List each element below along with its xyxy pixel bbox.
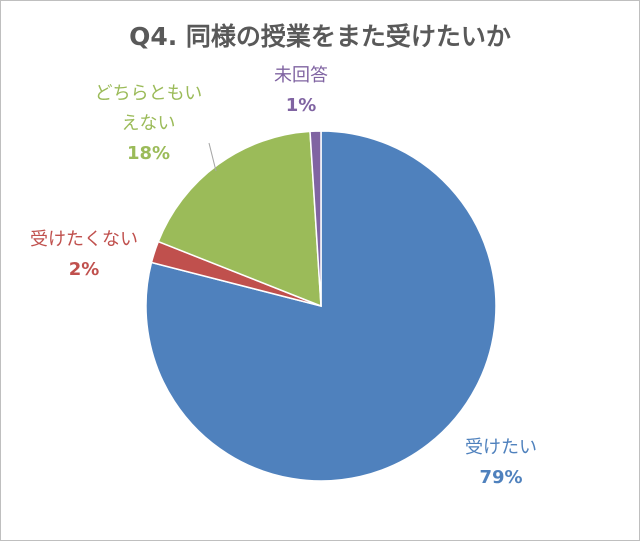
chart-title: Q4. 同様の授業をまた受けたいか (129, 22, 511, 51)
category-label: 受けたい (465, 437, 537, 458)
value-label: 1% (285, 95, 317, 116)
category-label: 未回答 (274, 65, 328, 86)
data-label: どちらともいえない 18% (86, 79, 211, 169)
value-label: 79% (479, 467, 523, 488)
value-label: 2% (68, 259, 100, 280)
category-label: どちらともいえない (94, 83, 203, 134)
data-label: 未回答 1% (251, 61, 351, 121)
data-label: 受けたい 79% (436, 433, 566, 493)
pie-slice (309, 130, 322, 307)
pie-slice (157, 130, 322, 308)
leader-line (208, 142, 217, 172)
category-label: 受けたくない (30, 229, 138, 250)
value-label: 18% (126, 143, 171, 164)
data-label: 受けたくない 2% (9, 225, 159, 285)
